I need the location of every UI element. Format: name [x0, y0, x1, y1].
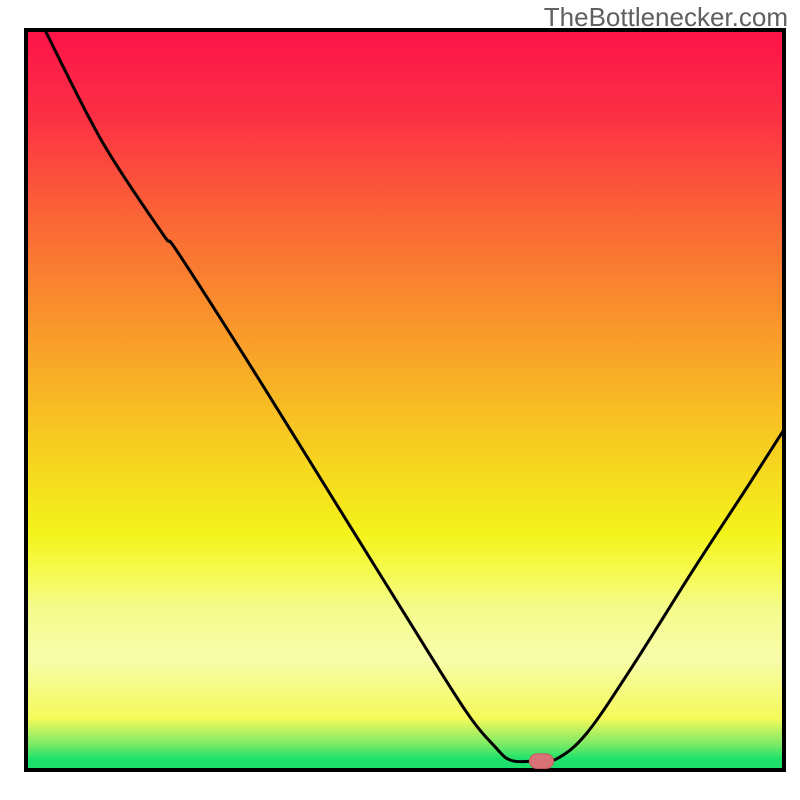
plot-background: [26, 30, 784, 770]
bottleneck-chart: [0, 0, 800, 800]
watermark-text: TheBottlenecker.com: [544, 2, 788, 33]
optimal-marker: [529, 754, 553, 769]
chart-svg: [0, 0, 800, 800]
